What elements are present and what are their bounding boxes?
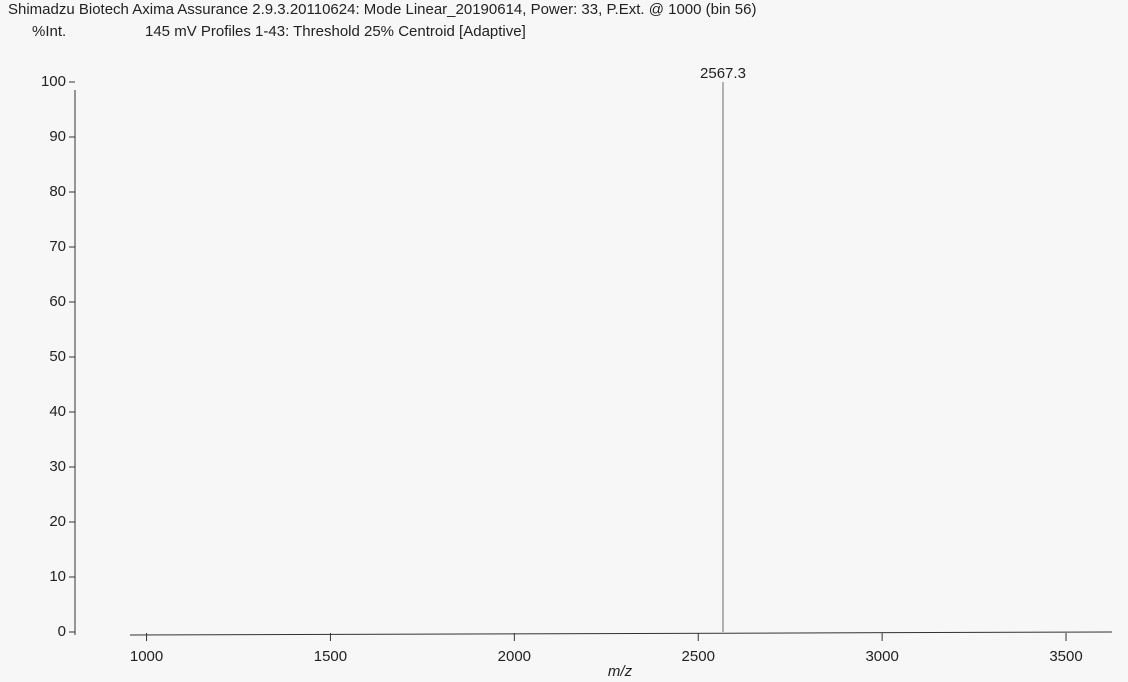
y-tick-label: 40 [49,403,66,420]
y-tick-label: 50 [49,348,66,365]
y-tick-label: 80 [49,183,66,200]
y-tick-label: 0 [58,623,66,640]
y-tick-label: 60 [49,293,66,310]
x-axis [129,631,1113,636]
y-tick-label: 100 [41,73,66,90]
chart-title: Shimadzu Biotech Axima Assurance 2.9.3.2… [8,1,757,18]
peak-label: 2567.3 [700,65,746,82]
x-tick-label: 1500 [314,648,347,665]
x-tick-label: 3500 [1049,648,1082,665]
x-tick-label: 2000 [498,648,531,665]
y-tick-label: 10 [49,568,66,585]
chart-subtitle: 145 mV Profiles 1-43: Threshold 25% Cent… [145,23,526,40]
x-tick-label: 2500 [682,648,715,665]
y-tick-label: 20 [49,513,66,530]
x-tick-label: 3000 [865,648,898,665]
y-tick-label: 30 [49,458,66,475]
x-tick-label: 1000 [130,648,163,665]
y-tick-label: 70 [49,238,66,255]
y-tick-label: 90 [49,128,66,145]
x-axis-label: m/z [608,663,633,680]
y-axis-label: %Int. [32,23,66,40]
